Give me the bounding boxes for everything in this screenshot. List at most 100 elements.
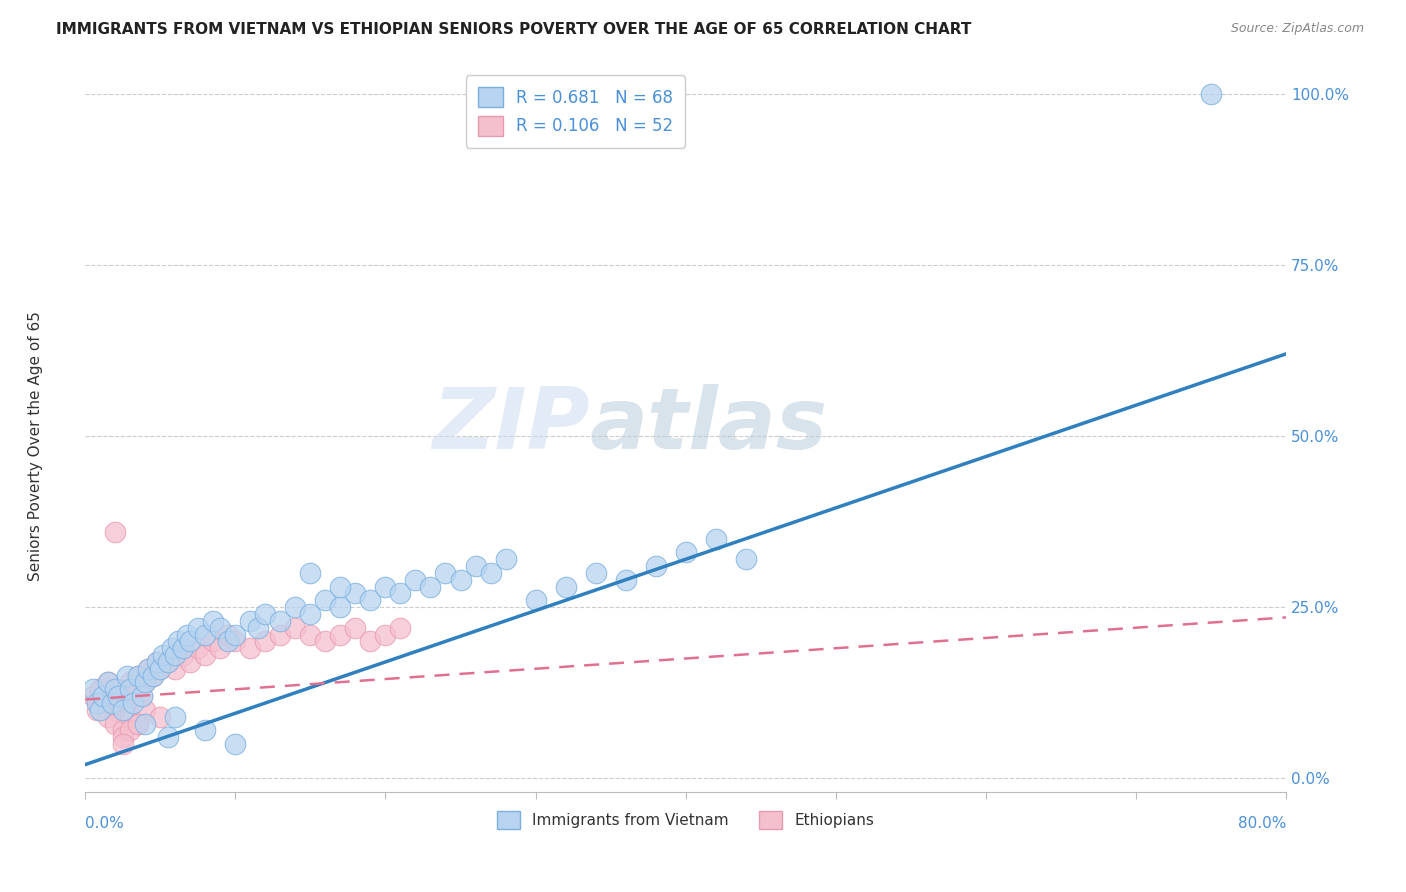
- Point: [127, 716, 149, 731]
- Point: [644, 559, 666, 574]
- Point: [152, 648, 174, 662]
- Point: [284, 621, 307, 635]
- Point: [359, 593, 381, 607]
- Point: [419, 580, 441, 594]
- Legend: Immigrants from Vietnam, Ethiopians: Immigrants from Vietnam, Ethiopians: [491, 805, 880, 836]
- Point: [495, 552, 517, 566]
- Point: [675, 545, 697, 559]
- Point: [344, 621, 367, 635]
- Point: [146, 655, 169, 669]
- Point: [97, 709, 120, 723]
- Point: [162, 641, 184, 656]
- Point: [239, 614, 262, 628]
- Point: [176, 627, 198, 641]
- Point: [734, 552, 756, 566]
- Point: [284, 600, 307, 615]
- Point: [450, 573, 472, 587]
- Point: [101, 689, 124, 703]
- Point: [97, 675, 120, 690]
- Point: [299, 566, 322, 580]
- Point: [299, 607, 322, 621]
- Point: [86, 696, 108, 710]
- Point: [254, 634, 277, 648]
- Point: [149, 709, 172, 723]
- Point: [374, 580, 396, 594]
- Point: [138, 662, 160, 676]
- Point: [201, 634, 224, 648]
- Point: [224, 627, 246, 641]
- Point: [217, 634, 239, 648]
- Point: [464, 559, 486, 574]
- Text: 0.0%: 0.0%: [86, 816, 124, 831]
- Point: [187, 641, 209, 656]
- Point: [120, 723, 142, 738]
- Point: [374, 627, 396, 641]
- Point: [107, 682, 129, 697]
- Point: [254, 607, 277, 621]
- Point: [269, 614, 291, 628]
- Point: [82, 682, 104, 697]
- Point: [329, 600, 352, 615]
- Text: Seniors Poverty Over the Age of 65: Seniors Poverty Over the Age of 65: [28, 311, 42, 581]
- Point: [167, 634, 190, 648]
- Point: [165, 662, 187, 676]
- Point: [224, 737, 246, 751]
- Point: [389, 621, 412, 635]
- Point: [614, 573, 637, 587]
- Point: [86, 703, 108, 717]
- Point: [246, 621, 269, 635]
- Point: [165, 709, 187, 723]
- Point: [111, 730, 134, 744]
- Point: [314, 593, 336, 607]
- Point: [479, 566, 502, 580]
- Point: [134, 675, 156, 690]
- Point: [172, 641, 194, 656]
- Point: [179, 655, 201, 669]
- Text: Source: ZipAtlas.com: Source: ZipAtlas.com: [1230, 22, 1364, 36]
- Point: [434, 566, 457, 580]
- Point: [134, 703, 156, 717]
- Text: 80.0%: 80.0%: [1237, 816, 1286, 831]
- Point: [201, 614, 224, 628]
- Point: [104, 716, 127, 731]
- Point: [585, 566, 607, 580]
- Point: [89, 703, 111, 717]
- Point: [359, 634, 381, 648]
- Point: [111, 689, 134, 703]
- Point: [101, 696, 124, 710]
- Text: ZIP: ZIP: [432, 384, 589, 467]
- Point: [165, 648, 187, 662]
- Text: IMMIGRANTS FROM VIETNAM VS ETHIOPIAN SENIORS POVERTY OVER THE AGE OF 65 CORRELAT: IMMIGRANTS FROM VIETNAM VS ETHIOPIAN SEN…: [56, 22, 972, 37]
- Text: atlas: atlas: [589, 384, 828, 467]
- Point: [97, 675, 120, 690]
- Point: [104, 524, 127, 539]
- Point: [111, 737, 134, 751]
- Point: [179, 634, 201, 648]
- Point: [194, 648, 217, 662]
- Point: [89, 682, 111, 697]
- Point: [239, 641, 262, 656]
- Point: [107, 689, 129, 703]
- Point: [134, 716, 156, 731]
- Point: [127, 668, 149, 682]
- Point: [142, 668, 165, 682]
- Point: [122, 682, 145, 697]
- Point: [138, 662, 160, 676]
- Point: [111, 723, 134, 738]
- Point: [120, 675, 142, 690]
- Point: [209, 621, 232, 635]
- Point: [209, 641, 232, 656]
- Point: [524, 593, 547, 607]
- Point: [111, 703, 134, 717]
- Point: [82, 689, 104, 703]
- Point: [389, 586, 412, 600]
- Point: [194, 723, 217, 738]
- Point: [269, 627, 291, 641]
- Point: [172, 648, 194, 662]
- Point: [329, 627, 352, 641]
- Point: [122, 696, 145, 710]
- Point: [142, 668, 165, 682]
- Point: [146, 655, 169, 669]
- Point: [149, 662, 172, 676]
- Point: [344, 586, 367, 600]
